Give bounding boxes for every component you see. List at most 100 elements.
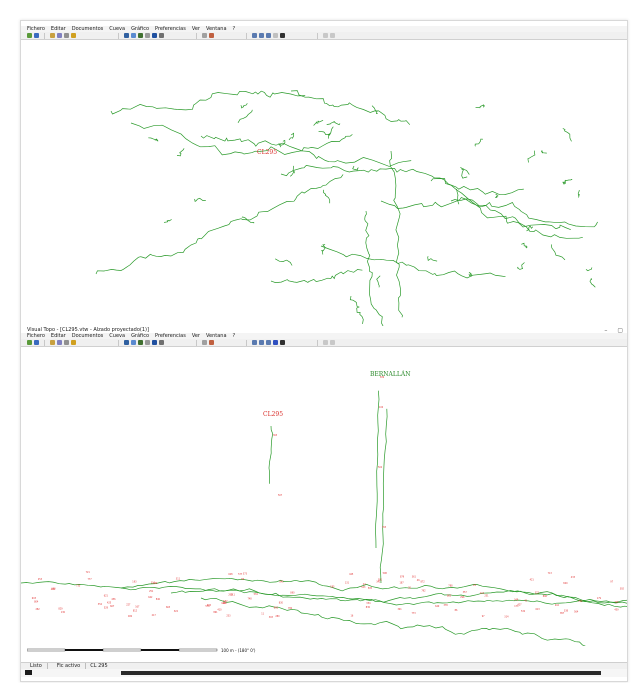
draw-icon-2[interactable] <box>124 340 129 345</box>
save-icon-2[interactable] <box>34 340 39 345</box>
export-icon[interactable] <box>209 33 214 38</box>
measure-icon-2[interactable] <box>202 340 207 345</box>
station-label: 410 <box>217 608 222 611</box>
forward-icon[interactable] <box>330 33 335 38</box>
play-icon[interactable] <box>131 33 136 38</box>
back-icon-2[interactable] <box>323 340 328 345</box>
back-icon[interactable] <box>323 33 328 38</box>
station-label: 523 <box>361 586 366 589</box>
survey-gallery <box>364 210 384 337</box>
station-label: 713 <box>548 572 553 575</box>
station-label: 849 <box>563 582 568 585</box>
info-icon[interactable] <box>152 33 157 38</box>
grid-icon-2[interactable] <box>145 340 150 345</box>
open-icon[interactable] <box>27 33 32 38</box>
menu-ver[interactable]: Ver <box>191 26 200 32</box>
survey-gallery <box>95 174 344 275</box>
menu-grafico-2[interactable]: Gráfico <box>131 333 150 339</box>
station-label: 193 <box>132 581 137 584</box>
minimize-icon[interactable]: – <box>604 327 608 334</box>
cut-icon[interactable] <box>50 33 55 38</box>
play-icon-2[interactable] <box>131 340 136 345</box>
plan-view[interactable]: CL295 <box>21 41 627 337</box>
grid-icon[interactable] <box>145 33 150 38</box>
station-label: 427 <box>517 603 522 606</box>
forward-icon-2[interactable] <box>330 340 335 345</box>
menu-preferencias-2[interactable]: Preferencias <box>155 333 186 339</box>
help-icon-2[interactable] <box>71 340 76 345</box>
menu-editar[interactable]: Editar <box>50 26 66 32</box>
station-label: 839 <box>380 376 385 379</box>
tree-icon-2[interactable] <box>138 340 143 345</box>
toolbar-bottom <box>21 339 627 347</box>
station-label: 861 <box>213 611 218 614</box>
settings-icon-2[interactable] <box>159 340 164 345</box>
zoom-fit-icon-2[interactable] <box>266 340 271 345</box>
rotate-icon-2[interactable] <box>273 340 278 345</box>
menu-ventana[interactable]: Ventana <box>205 26 227 32</box>
scale-bar: 100 m - (180° 0') <box>26 647 627 655</box>
survey-branch <box>237 109 253 123</box>
copy-icon[interactable] <box>57 33 62 38</box>
survey-gallery <box>320 245 506 279</box>
pan-icon-2[interactable] <box>280 340 285 345</box>
rotate-icon[interactable] <box>273 33 278 38</box>
menu-grafico[interactable]: Gráfico <box>131 26 150 32</box>
survey-branch <box>240 103 248 109</box>
menu-fichero-2[interactable]: Fichero <box>27 333 45 339</box>
menu-cueva[interactable]: Cueva <box>109 26 126 32</box>
station-label: 507 <box>278 494 283 497</box>
menu-help[interactable]: ? <box>232 26 236 32</box>
toolbar-top <box>21 32 627 40</box>
station-label: 354 <box>366 602 371 605</box>
pan-icon[interactable] <box>280 33 285 38</box>
menu-help-2[interactable]: ? <box>232 333 236 339</box>
station-label: 363 <box>273 434 278 437</box>
menu-documentos-2[interactable]: Documentos <box>71 333 104 339</box>
zoom-in-icon-2[interactable] <box>252 340 257 345</box>
menu-ver-2[interactable]: Ver <box>191 333 200 339</box>
settings-icon[interactable] <box>159 33 164 38</box>
menu-documentos[interactable]: Documentos <box>71 26 104 32</box>
measure-icon[interactable] <box>202 33 207 38</box>
open-icon-2[interactable] <box>27 340 32 345</box>
draw-icon[interactable] <box>124 33 129 38</box>
survey-branch <box>289 165 295 177</box>
zoom-fit-icon[interactable] <box>266 33 271 38</box>
status-active-file-label: Fic activo <box>52 663 87 669</box>
station-label: 173 <box>514 605 519 608</box>
export-icon-2[interactable] <box>209 340 214 345</box>
copy-icon-2[interactable] <box>57 340 62 345</box>
zoom-out-icon[interactable] <box>259 33 264 38</box>
print-icon-2[interactable] <box>64 340 69 345</box>
menu-cueva-2[interactable]: Cueva <box>109 333 126 339</box>
cut-icon-2[interactable] <box>50 340 55 345</box>
station-label: 378 <box>444 604 449 607</box>
entrance-label: BERNALLÁN <box>370 371 410 378</box>
zoom-in-icon[interactable] <box>252 33 257 38</box>
station-label: 502 <box>378 466 383 469</box>
menu-preferencias[interactable]: Preferencias <box>155 26 186 32</box>
zoom-out-icon-2[interactable] <box>259 340 264 345</box>
menu-ventana-2[interactable]: Ventana <box>205 333 227 339</box>
survey-branch <box>376 275 381 288</box>
menu-fichero[interactable]: Fichero <box>27 26 45 32</box>
help-icon[interactable] <box>71 33 76 38</box>
info-icon-2[interactable] <box>152 340 157 345</box>
plan-view-drawing: CL295 <box>95 90 598 337</box>
save-icon[interactable] <box>34 33 39 38</box>
app-frame: Fichero Editar Documentos Cueva Gráfico … <box>20 20 628 682</box>
station-label: 373 <box>243 573 248 576</box>
start-icon[interactable] <box>25 670 32 675</box>
station-label: 341 <box>376 580 381 583</box>
survey-shaft <box>379 408 388 584</box>
survey-gallery <box>110 90 306 115</box>
survey-branch <box>550 244 566 261</box>
maximize-icon[interactable]: ▢ <box>617 327 623 334</box>
tree-icon[interactable] <box>138 33 143 38</box>
station-label: 840 <box>156 598 161 601</box>
elevation-view[interactable]: 130 845 577 187 777 857 352 445 425 24 296 628 392 31… <box>21 348 627 652</box>
menu-editar-2[interactable]: Editar <box>50 333 66 339</box>
print-icon[interactable] <box>64 33 69 38</box>
station-label: 603 <box>32 597 37 600</box>
